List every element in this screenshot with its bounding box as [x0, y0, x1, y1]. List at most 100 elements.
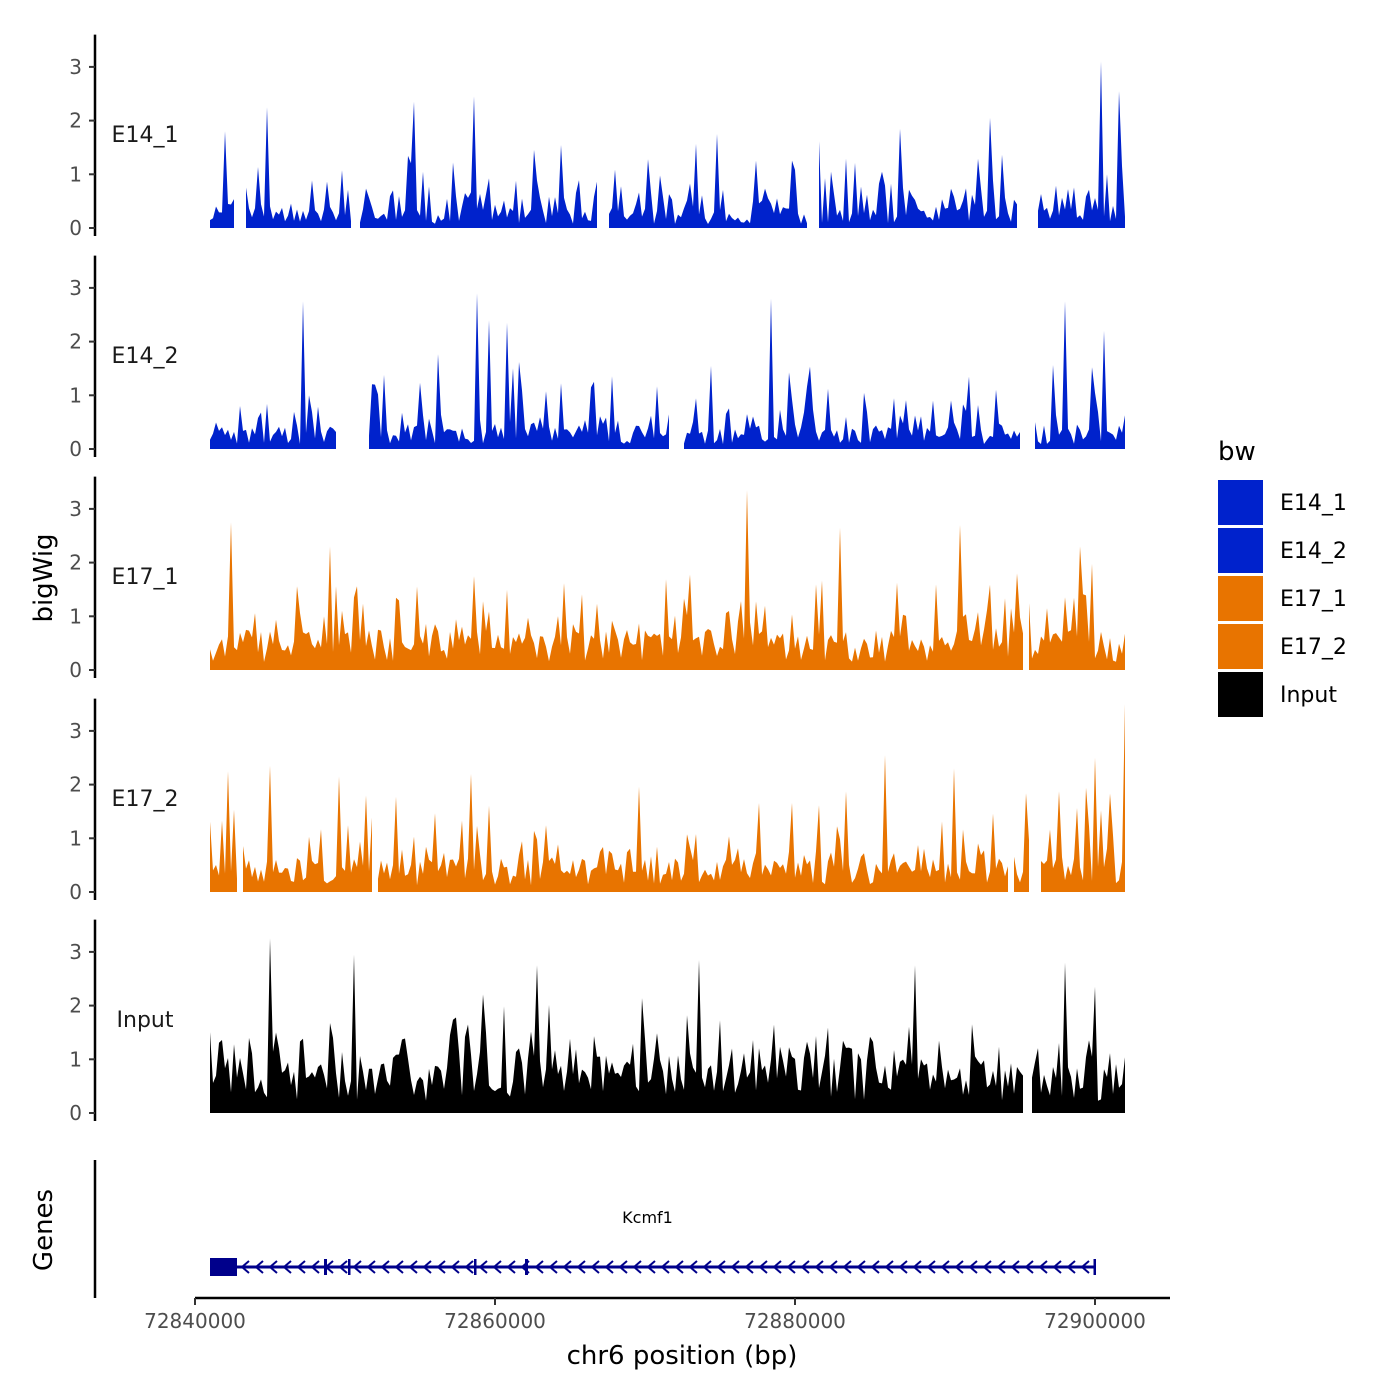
signal-area-E17_1 — [210, 490, 1125, 670]
y-tick-label: 2 — [69, 994, 82, 1018]
strand-arrow — [898, 1260, 908, 1274]
bigwig-tracks: 0 1 2 3 E14_1 0 1 2 3 E14_2 0 1 2 3 E17_1 0 1 2 3 E17_2 0 1 2 3… — [69, 34, 1125, 1125]
strand-arrow — [506, 1260, 516, 1274]
gene-exon — [348, 1259, 351, 1275]
strand-arrow — [996, 1260, 1006, 1274]
signal-area-E14_1 — [210, 61, 1125, 228]
x-axis: 72840000 72860000 72880000 72900000 — [144, 1296, 1170, 1333]
strand-arrow — [1080, 1260, 1090, 1274]
strand-arrow — [534, 1260, 544, 1274]
strand-arrow — [674, 1260, 684, 1274]
strand-arrow — [786, 1260, 796, 1274]
strand-arrow — [688, 1260, 698, 1274]
strand-arrow — [562, 1260, 572, 1274]
legend-title: bw — [1218, 437, 1256, 467]
track-label: E14_2 — [112, 344, 179, 369]
track-E14_1: 0 1 2 3 E14_1 — [69, 34, 1125, 240]
strand-arrow — [954, 1260, 964, 1274]
y-tick-label: 2 — [69, 773, 82, 797]
strand-arrow — [758, 1260, 768, 1274]
strand-arrow — [660, 1260, 670, 1274]
y-tick-label: 1 — [69, 162, 82, 186]
x-tick-label: 72860000 — [444, 1309, 546, 1333]
strand-arrow — [310, 1260, 320, 1274]
strand-arrow — [282, 1260, 292, 1274]
x-tick-label: 72900000 — [1044, 1309, 1146, 1333]
y-tick-label: 2 — [69, 330, 82, 354]
legend-key-E14_1 — [1218, 480, 1263, 525]
strand-arrow — [1066, 1260, 1076, 1274]
strand-arrow — [394, 1260, 404, 1274]
strand-arrow — [548, 1260, 558, 1274]
strand-arrow — [436, 1260, 446, 1274]
legend-key-E17_2 — [1218, 624, 1263, 669]
legend: bw E14_1 E14_2 E17_1 E17_2 Input — [1218, 437, 1347, 717]
y-tick-label: 0 — [69, 880, 82, 904]
strand-arrow — [352, 1260, 362, 1274]
y-tick-label: 3 — [69, 497, 82, 521]
legend-label: E17_2 — [1280, 635, 1347, 660]
track-Input: 0 1 2 3 Input — [69, 919, 1125, 1125]
strand-arrow — [814, 1260, 824, 1274]
strand-arrow — [296, 1260, 306, 1274]
y-tick-label: 0 — [69, 1101, 82, 1125]
strand-arrow — [1010, 1260, 1020, 1274]
strand-arrow — [268, 1260, 278, 1274]
gene-exon — [210, 1258, 237, 1276]
strand-arrow — [408, 1260, 418, 1274]
y-tick-label: 1 — [69, 383, 82, 407]
strand-arrow — [254, 1260, 264, 1274]
y-tick-label: 2 — [69, 109, 82, 133]
track-label: E14_1 — [112, 123, 179, 148]
y-tick-label: 3 — [69, 55, 82, 79]
legend-label: E14_1 — [1280, 491, 1347, 516]
strand-arrow — [912, 1260, 922, 1274]
gene-track: Kcmf1 — [93, 1160, 1096, 1298]
y-tick-label: 3 — [69, 940, 82, 964]
strand-arrow — [632, 1260, 642, 1274]
strand-arrow — [618, 1260, 628, 1274]
strand-arrow — [968, 1260, 978, 1274]
strand-arrow — [800, 1260, 810, 1274]
y-tick-label: 1 — [69, 1047, 82, 1071]
strand-arrow — [1052, 1260, 1062, 1274]
strand-arrow — [1024, 1260, 1034, 1274]
strand-arrow — [828, 1260, 838, 1274]
x-tick-label: 72880000 — [744, 1309, 846, 1333]
strand-arrow — [422, 1260, 432, 1274]
y-tick-label: 3 — [69, 719, 82, 743]
strand-arrow — [576, 1260, 586, 1274]
strand-arrow — [842, 1260, 852, 1274]
y-tick-label: 0 — [69, 216, 82, 240]
x-axis-title: chr6 position (bp) — [567, 1341, 798, 1371]
strand-arrow — [926, 1260, 936, 1274]
y-axis-title: bigWig — [29, 533, 59, 622]
strand-arrow — [366, 1260, 376, 1274]
strand-arrow — [464, 1260, 474, 1274]
strand-arrow — [744, 1260, 754, 1274]
y-tick-label: 1 — [69, 604, 82, 628]
legend-label: E14_2 — [1280, 539, 1347, 564]
strand-arrow — [1038, 1260, 1048, 1274]
strand-arrow — [646, 1260, 656, 1274]
track-label: E17_2 — [112, 787, 179, 812]
track-E14_2: 0 1 2 3 E14_2 — [69, 255, 1125, 461]
strand-arrow — [380, 1260, 390, 1274]
signal-area-Input — [210, 938, 1125, 1113]
y-tick-label: 3 — [69, 276, 82, 300]
strand-arrow — [772, 1260, 782, 1274]
track-E17_2: 0 1 2 3 E17_2 — [69, 698, 1125, 904]
strand-arrow — [450, 1260, 460, 1274]
strand-arrow — [730, 1260, 740, 1274]
strand-arrow — [884, 1260, 894, 1274]
signal-area-E14_2 — [210, 293, 1125, 449]
strand-arrow — [240, 1260, 250, 1274]
legend-label: Input — [1280, 683, 1337, 708]
track-label: Input — [117, 1008, 174, 1033]
gene-exon — [525, 1259, 528, 1275]
strand-arrow — [338, 1260, 348, 1274]
strand-arrow — [856, 1260, 866, 1274]
strand-arrow — [604, 1260, 614, 1274]
gene-exon — [1093, 1259, 1096, 1275]
track-label: E17_1 — [112, 565, 179, 590]
